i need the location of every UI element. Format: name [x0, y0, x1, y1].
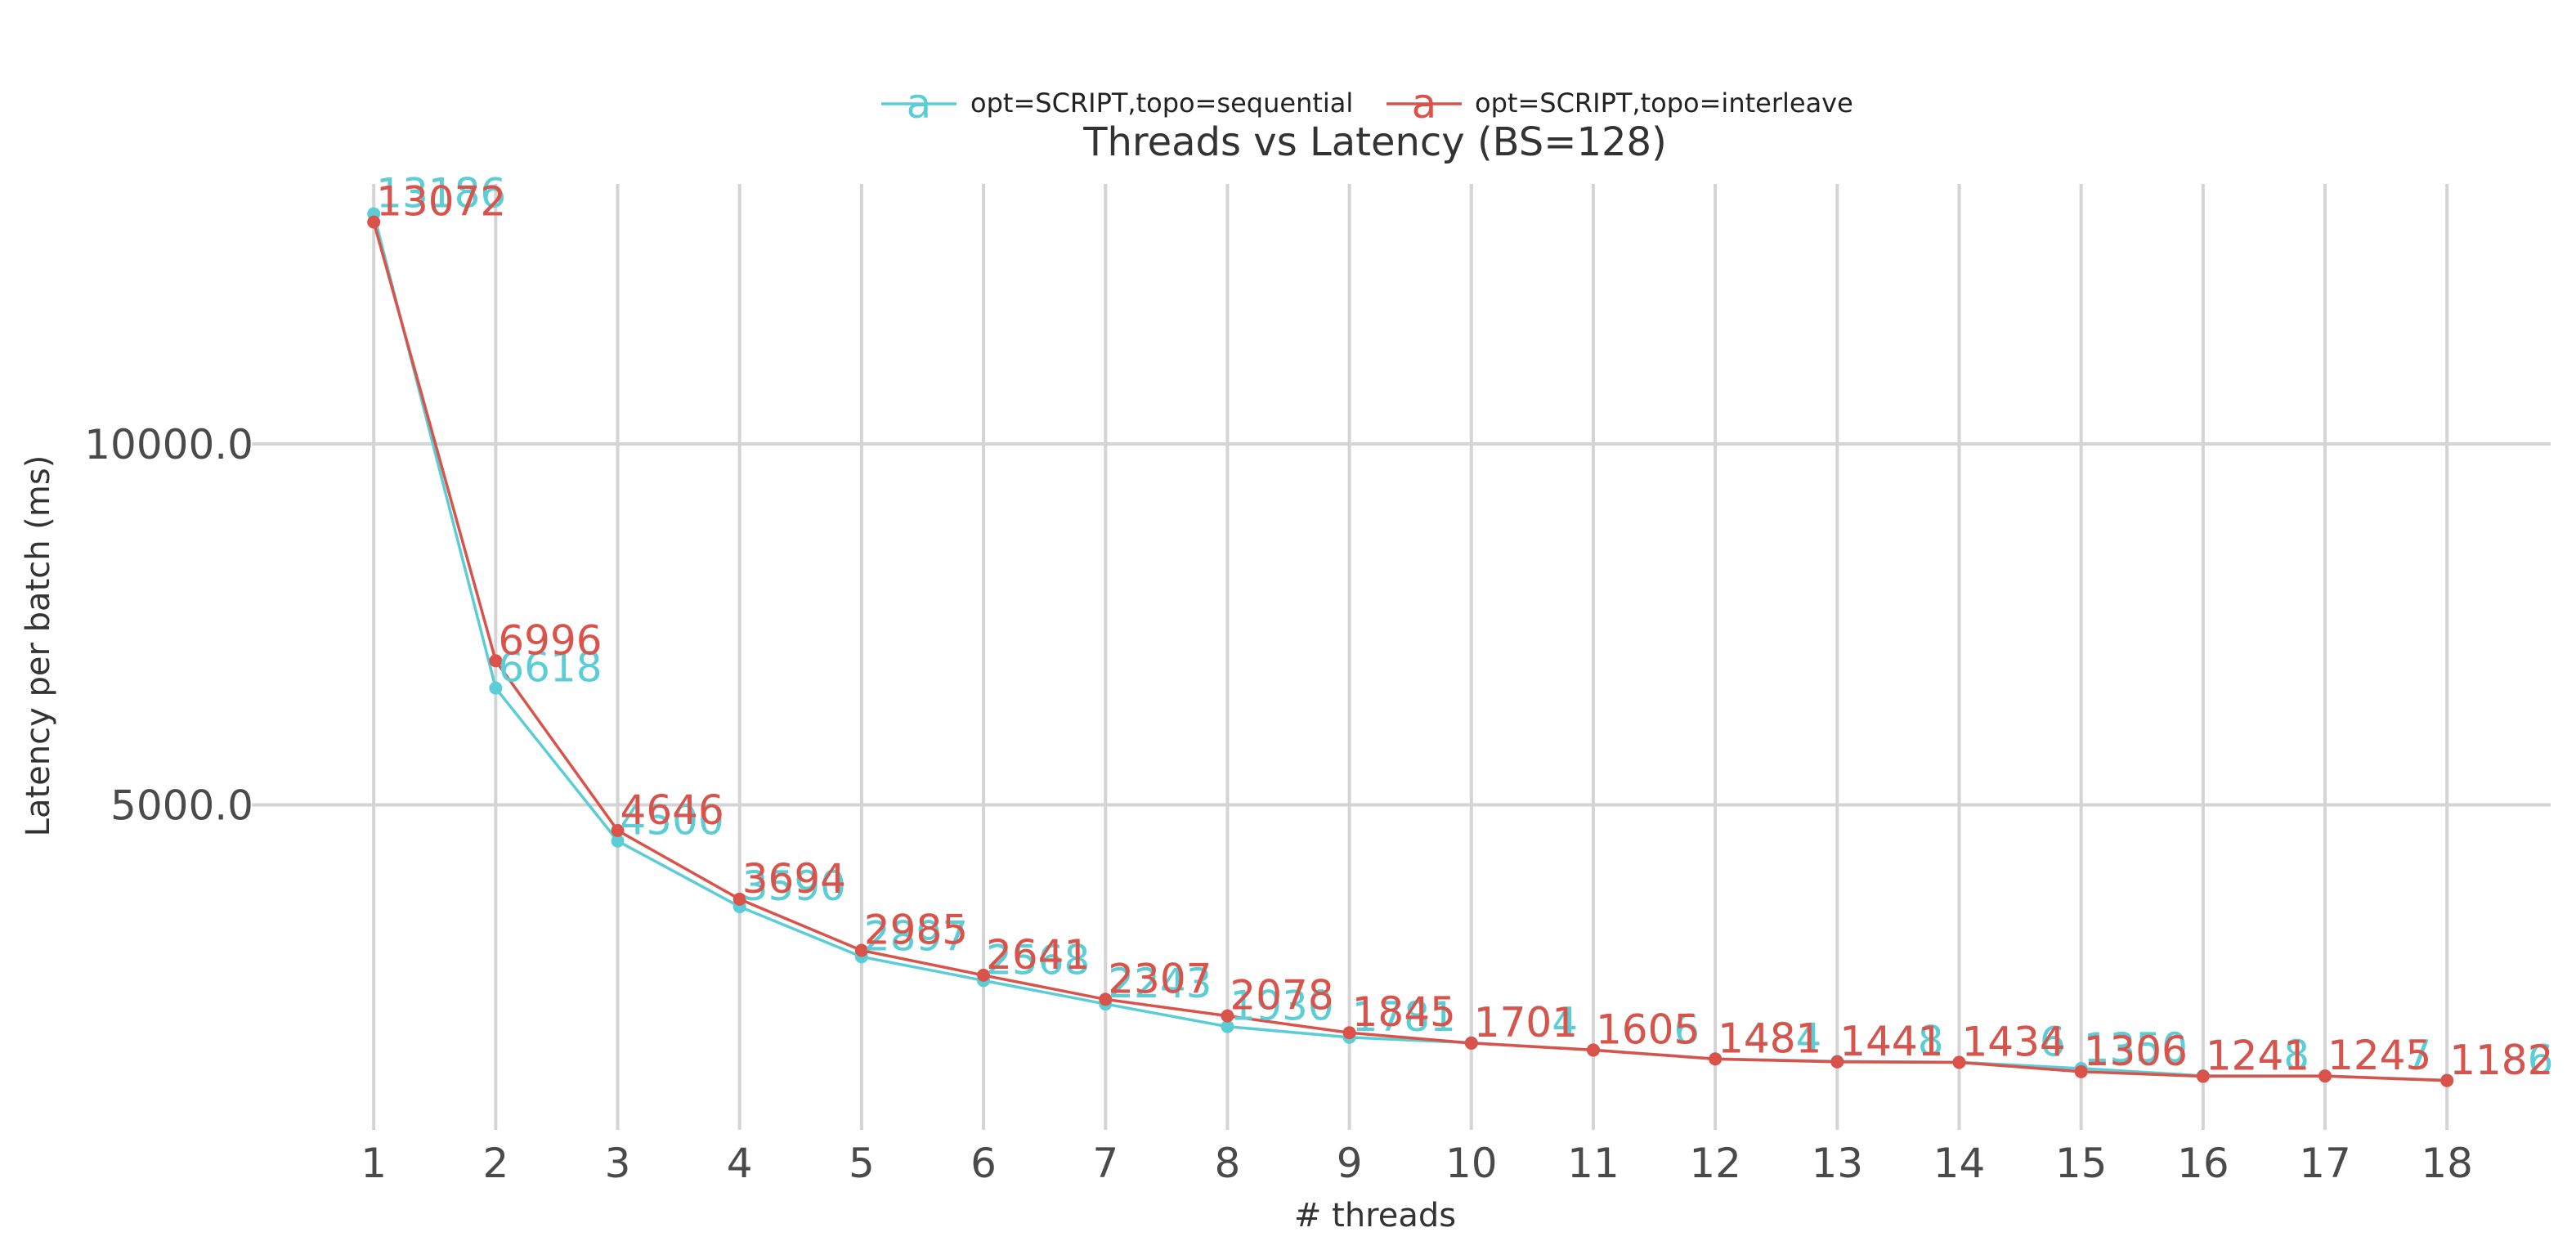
x-tick-label: 10	[1445, 1140, 1498, 1187]
x-tick-label: 16	[2177, 1140, 2229, 1187]
series-line-1	[372, 222, 2448, 1082]
data-point	[1830, 1055, 1844, 1069]
data-point	[977, 968, 991, 982]
data-label: 1930	[1230, 983, 1333, 1030]
data-point	[1709, 1052, 1723, 1066]
data-label: 2897	[864, 912, 968, 960]
grid-lines	[252, 184, 2551, 1130]
data-label: 6618	[498, 644, 602, 692]
legend-item-sequential: a opt=SCRIPT,topo=sequential	[881, 80, 1353, 128]
data-point	[2074, 1064, 2088, 1078]
x-tick-label: 4	[727, 1140, 753, 1187]
data-label: 2985	[864, 907, 968, 954]
data-label: 1434	[1961, 1019, 2065, 1066]
data-label: 1186	[2449, 1036, 2553, 1083]
data-label: 6996	[498, 616, 602, 664]
data-point	[367, 215, 381, 229]
x-tick-label: 18	[2421, 1140, 2473, 1187]
data-label: 1241	[2206, 1033, 2309, 1080]
data-label: 1704	[1474, 999, 1578, 1046]
data-label: 1448	[1839, 1017, 1943, 1064]
data-label: 1182	[2449, 1037, 2553, 1084]
data-label: 2307	[1108, 955, 1212, 1002]
data-point	[1952, 1055, 1966, 1069]
data-label: 1350	[2084, 1024, 2188, 1072]
x-tick-label: 9	[1337, 1140, 1363, 1187]
data-point	[1221, 1019, 1234, 1033]
x-tick-label: 12	[1689, 1140, 1741, 1187]
data-point	[1464, 1036, 1478, 1050]
data-label: 2568	[986, 936, 1090, 983]
data-label: 1245	[2327, 1032, 2431, 1079]
data-point	[489, 681, 503, 695]
data-point	[2196, 1069, 2210, 1083]
legend: a opt=SCRIPT,topo=sequential a opt=SCRIP…	[881, 80, 1853, 128]
data-point	[611, 834, 625, 848]
data-label: 1436	[1961, 1018, 2065, 1065]
data-point	[1342, 1026, 1356, 1040]
data-label: 1481	[1718, 1015, 1821, 1062]
series-lines	[367, 207, 2454, 1087]
data-label: 1781	[1352, 993, 1456, 1041]
data-label: 3590	[742, 862, 846, 910]
data-point	[854, 943, 868, 957]
x-tick-label: 6	[970, 1140, 997, 1187]
x-tick-label: 17	[2299, 1140, 2351, 1187]
data-point	[2318, 1069, 2332, 1083]
legend-marker-sequential: a	[907, 80, 932, 128]
data-label: 1441	[1839, 1018, 1943, 1065]
x-tick-label: 3	[605, 1140, 631, 1187]
legend-marker-interleave: a	[1412, 80, 1437, 128]
data-label: 13072	[376, 178, 506, 226]
series-line-0	[372, 213, 2448, 1082]
data-point	[1099, 992, 1113, 1006]
x-tick-label: 7	[1092, 1140, 1118, 1187]
x-tick-label: 2	[482, 1140, 508, 1187]
y-tick-label: 10000.0	[84, 421, 253, 468]
x-tick-label: 14	[1933, 1140, 1986, 1187]
data-label: 1306	[2084, 1028, 2188, 1075]
data-label: 13186	[376, 170, 506, 217]
data-labels: 13186 6618 4500 3590 2897 2568 2243 1930 1781 170…	[376, 170, 2553, 1084]
legend-label-sequential: opt=SCRIPT,topo=sequential	[970, 87, 1353, 119]
data-label: 2243	[1108, 960, 1212, 1007]
chart-title: Threads vs Latency (BS=128)	[1082, 119, 1667, 165]
data-label: 1845	[1352, 988, 1456, 1036]
data-point	[2440, 1073, 2454, 1087]
data-label: 3694	[742, 855, 846, 903]
legend-item-interleave: a opt=SCRIPT,topo=interleave	[1387, 80, 1853, 128]
data-point	[1586, 1043, 1600, 1057]
data-point	[732, 892, 746, 906]
x-tick-label: 5	[849, 1140, 875, 1187]
data-label: 2641	[986, 931, 1090, 979]
data-label: 4646	[620, 786, 724, 834]
data-label: 1605	[1596, 1006, 1700, 1053]
x-tick-label: 15	[2055, 1140, 2108, 1187]
data-point	[1221, 1009, 1234, 1023]
x-axis-title: # threads	[1294, 1197, 1456, 1234]
data-point	[489, 654, 503, 668]
data-label: 4500	[620, 797, 724, 845]
data-label: 1247	[2327, 1032, 2431, 1079]
y-axis-title: Latency per batch (ms)	[20, 455, 57, 837]
data-point	[611, 823, 625, 837]
data-label: 1606	[1596, 1006, 1700, 1053]
x-tick-label: 1	[361, 1140, 387, 1187]
data-label: 2078	[1230, 972, 1333, 1019]
y-tick-label: 5000.0	[110, 782, 253, 830]
data-label: 1701	[1474, 999, 1578, 1046]
legend-label-interleave: opt=SCRIPT,topo=interleave	[1475, 87, 1853, 119]
x-tick-label: 8	[1215, 1140, 1241, 1187]
x-tick-label: 11	[1567, 1140, 1620, 1187]
data-label: 1484	[1718, 1015, 1821, 1062]
x-tick-label: 13	[1811, 1140, 1863, 1187]
data-label: 1248	[2206, 1032, 2309, 1079]
